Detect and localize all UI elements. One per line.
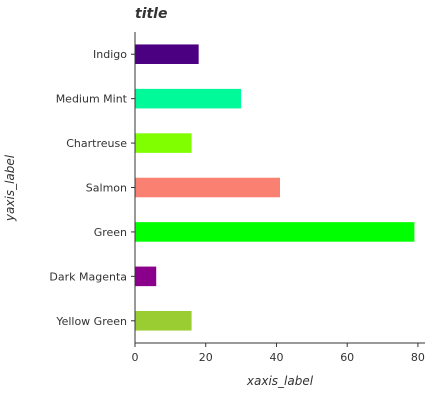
- bar-salmon: [135, 178, 280, 198]
- bar-dark-magenta: [135, 267, 156, 287]
- x-tick-label: 20: [199, 351, 213, 364]
- bar-medium-mint: [135, 89, 241, 109]
- x-tick-label: 0: [132, 351, 139, 364]
- bar-yellow-green: [135, 311, 192, 331]
- y-tick-label: Chartreuse: [66, 137, 127, 150]
- y-tick-label: Green: [94, 226, 127, 239]
- bar-chartreuse: [135, 133, 192, 153]
- y-tick-label: Dark Magenta: [49, 270, 127, 283]
- y-tick-label: Salmon: [86, 182, 127, 195]
- plot-area: [135, 44, 414, 330]
- y-tick-label: Medium Mint: [56, 93, 128, 106]
- chart-title: title: [135, 6, 167, 22]
- x-tick-label: 40: [269, 351, 283, 364]
- bar-green: [135, 222, 414, 242]
- y-axis-title: yaxis_label: [3, 154, 17, 222]
- x-tick-label: 80: [411, 351, 425, 364]
- bar-indigo: [135, 44, 199, 64]
- y-tick-label: Yellow Green: [55, 315, 127, 328]
- y-tick-label: Indigo: [93, 48, 127, 61]
- x-axis-title: xaxis_label: [246, 374, 314, 388]
- x-tick-label: 60: [340, 351, 354, 364]
